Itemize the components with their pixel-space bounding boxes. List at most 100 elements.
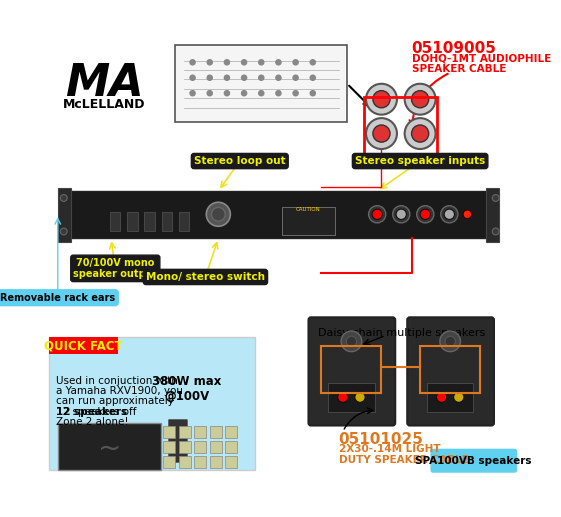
Circle shape <box>440 331 461 352</box>
Circle shape <box>444 209 454 219</box>
FancyBboxPatch shape <box>179 211 189 231</box>
FancyBboxPatch shape <box>210 457 222 468</box>
Circle shape <box>224 60 229 65</box>
Circle shape <box>492 194 499 202</box>
Text: McLELLAND: McLELLAND <box>63 98 145 111</box>
FancyBboxPatch shape <box>163 425 176 437</box>
Circle shape <box>276 60 281 65</box>
FancyBboxPatch shape <box>68 191 489 238</box>
FancyBboxPatch shape <box>194 441 206 453</box>
Text: Used in conjuction with: Used in conjuction with <box>56 376 178 386</box>
FancyBboxPatch shape <box>328 383 375 412</box>
Circle shape <box>293 90 298 96</box>
Circle shape <box>441 206 458 223</box>
FancyBboxPatch shape <box>163 457 176 468</box>
FancyBboxPatch shape <box>168 419 187 462</box>
Text: 05101025: 05101025 <box>338 432 424 447</box>
Text: ~: ~ <box>98 435 121 463</box>
Circle shape <box>366 84 397 115</box>
Circle shape <box>393 206 410 223</box>
Circle shape <box>190 75 195 80</box>
FancyBboxPatch shape <box>110 211 121 231</box>
Text: 05109005: 05109005 <box>412 41 496 56</box>
FancyBboxPatch shape <box>194 457 206 468</box>
FancyBboxPatch shape <box>145 211 155 231</box>
FancyBboxPatch shape <box>176 45 347 123</box>
Circle shape <box>276 90 281 96</box>
Text: QUICK FACT: QUICK FACT <box>44 339 123 352</box>
Circle shape <box>310 60 315 65</box>
Circle shape <box>242 90 247 96</box>
Circle shape <box>463 210 472 219</box>
Circle shape <box>420 209 430 219</box>
Circle shape <box>366 118 397 149</box>
Circle shape <box>206 202 231 226</box>
Circle shape <box>242 75 247 80</box>
Circle shape <box>396 209 406 219</box>
FancyBboxPatch shape <box>49 337 255 470</box>
Circle shape <box>373 90 390 108</box>
Circle shape <box>259 90 264 96</box>
Circle shape <box>207 75 212 80</box>
FancyBboxPatch shape <box>58 423 161 470</box>
Circle shape <box>207 60 212 65</box>
Circle shape <box>242 60 247 65</box>
Text: SPA100VB speakers: SPA100VB speakers <box>415 455 532 466</box>
FancyBboxPatch shape <box>179 425 191 437</box>
Circle shape <box>310 90 315 96</box>
FancyBboxPatch shape <box>282 207 335 235</box>
Circle shape <box>259 75 264 80</box>
Circle shape <box>190 90 195 96</box>
Text: Stereo speaker inputs: Stereo speaker inputs <box>355 156 485 166</box>
FancyBboxPatch shape <box>210 425 222 437</box>
Circle shape <box>445 336 456 346</box>
Circle shape <box>310 75 315 80</box>
FancyBboxPatch shape <box>162 211 172 231</box>
Text: MA: MA <box>65 62 144 105</box>
FancyBboxPatch shape <box>49 337 118 354</box>
FancyBboxPatch shape <box>309 317 395 425</box>
Circle shape <box>373 125 390 142</box>
Circle shape <box>207 90 212 96</box>
FancyBboxPatch shape <box>179 457 191 468</box>
FancyBboxPatch shape <box>486 188 499 242</box>
Circle shape <box>293 60 298 65</box>
FancyBboxPatch shape <box>225 441 237 453</box>
Text: DUTY SPEAKER CABLE: DUTY SPEAKER CABLE <box>338 455 468 465</box>
Circle shape <box>224 75 229 80</box>
FancyBboxPatch shape <box>58 188 71 242</box>
Circle shape <box>259 60 264 65</box>
Circle shape <box>412 90 429 108</box>
Circle shape <box>372 209 383 219</box>
Text: 70/100V mono
speaker output: 70/100V mono speaker output <box>73 257 158 279</box>
Circle shape <box>190 60 195 65</box>
Text: Daisy chain multiple speakers: Daisy chain multiple speakers <box>318 328 485 339</box>
FancyBboxPatch shape <box>427 383 473 412</box>
Circle shape <box>412 125 429 142</box>
Circle shape <box>61 228 67 235</box>
Circle shape <box>293 75 298 80</box>
Circle shape <box>224 90 229 96</box>
Circle shape <box>341 331 362 352</box>
FancyBboxPatch shape <box>225 425 237 437</box>
Circle shape <box>211 207 225 221</box>
Circle shape <box>404 118 435 149</box>
Text: DOHQ-1MT AUDIOPHILE: DOHQ-1MT AUDIOPHILE <box>412 54 551 64</box>
Circle shape <box>417 206 434 223</box>
Circle shape <box>355 392 365 402</box>
Circle shape <box>346 336 357 346</box>
FancyBboxPatch shape <box>194 425 206 437</box>
Circle shape <box>276 75 281 80</box>
FancyBboxPatch shape <box>127 211 137 231</box>
Text: SPEAKER CABLE: SPEAKER CABLE <box>412 64 506 74</box>
Circle shape <box>436 392 447 402</box>
Text: can run approximately: can run approximately <box>56 397 174 406</box>
Text: Stereo loop out: Stereo loop out <box>194 156 286 166</box>
Text: 380W max
@100V: 380W max @100V <box>152 375 221 403</box>
FancyBboxPatch shape <box>163 441 176 453</box>
Text: 2X30-.14M LIGHT: 2X30-.14M LIGHT <box>338 445 440 454</box>
Circle shape <box>404 84 435 115</box>
Text: Removable rack ears: Removable rack ears <box>0 293 116 303</box>
FancyBboxPatch shape <box>407 317 494 425</box>
Circle shape <box>338 392 348 402</box>
